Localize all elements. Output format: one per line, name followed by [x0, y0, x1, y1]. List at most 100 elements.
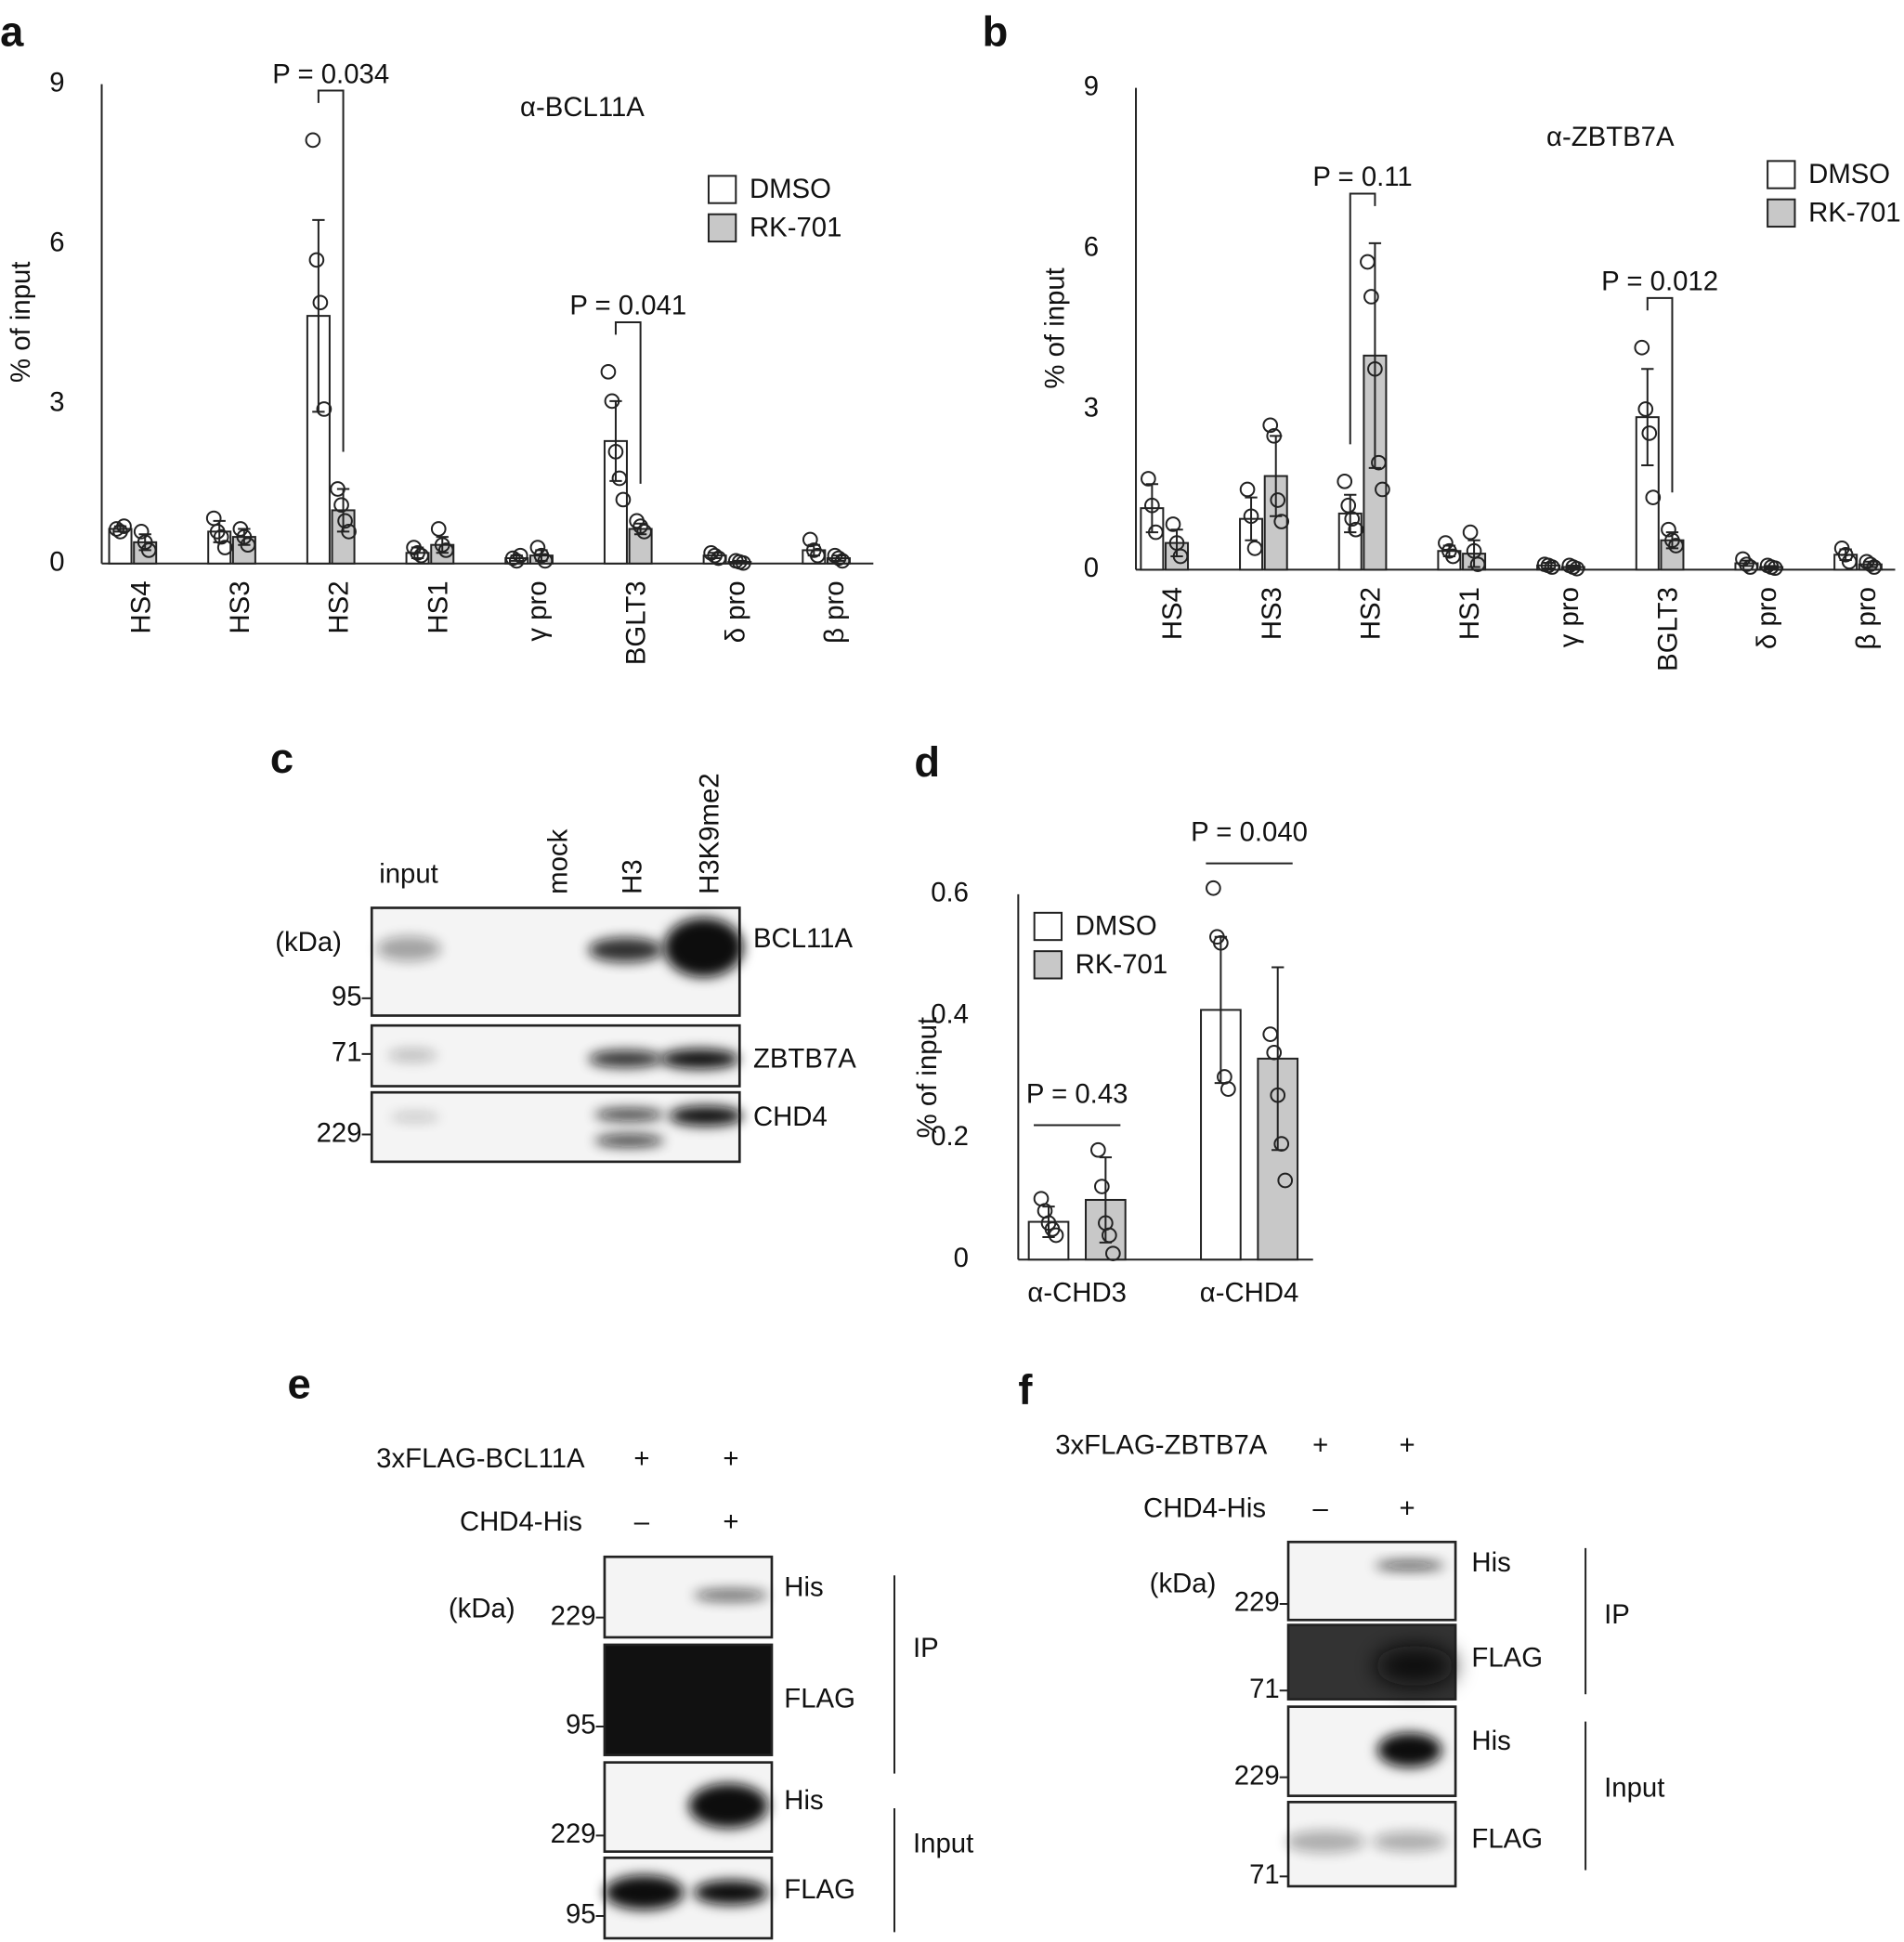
data-point — [611, 470, 628, 487]
legend-label: DMSO — [750, 174, 831, 204]
band — [1377, 1732, 1442, 1767]
x-tick-label: α-CHD4 — [1200, 1277, 1299, 1308]
y-tick-label: 0.4 — [931, 999, 969, 1030]
row-label: His — [784, 1785, 823, 1816]
data-point — [1641, 425, 1658, 441]
condition-label: 3xFLAG-ZBTB7A — [1055, 1429, 1268, 1460]
error-bar — [733, 559, 746, 565]
subtitle: α-BCL11A — [520, 92, 645, 123]
data-point — [316, 401, 333, 417]
data-point — [205, 510, 222, 527]
lane-label: H3 — [618, 859, 648, 894]
legend-swatch — [707, 213, 737, 243]
data-point — [240, 537, 256, 554]
marker-label: 229 — [1234, 1760, 1280, 1791]
unit-label: (kDa) — [449, 1593, 515, 1623]
data-point — [1262, 1026, 1279, 1042]
data-point — [1270, 1087, 1286, 1103]
data-point — [109, 521, 124, 537]
unit-label: (kDa) — [1150, 1569, 1217, 1599]
blot-f: 3xFLAG-ZBTB7A + + CHD4-His – + (kDa) 229… — [1055, 1429, 1664, 1890]
legend-swatch — [1033, 911, 1063, 942]
error-bar — [1765, 565, 1778, 569]
y-tick-label: 6 — [49, 227, 64, 257]
data-point — [1266, 427, 1283, 444]
panel-letter: a — [0, 7, 24, 55]
lane-sign: + — [723, 1443, 738, 1474]
marker-tick — [1279, 1547, 1587, 1878]
data-point — [1144, 497, 1160, 514]
row-label: FLAG — [784, 1684, 855, 1714]
lane-label: mock — [543, 828, 574, 893]
row-label: His — [1471, 1726, 1510, 1756]
data-point — [1363, 289, 1379, 305]
data-point — [1767, 560, 1783, 577]
data-point — [312, 294, 329, 311]
data-point — [529, 540, 546, 555]
y-axis-label: % of input — [912, 1017, 943, 1138]
marker-label: 229 — [551, 1818, 596, 1849]
data-point — [802, 531, 818, 548]
unit-label: (kDa) — [275, 927, 342, 958]
data-point — [1048, 1227, 1064, 1244]
p-value: P = 0.040 — [1191, 816, 1308, 847]
marker-label: 229 — [1234, 1587, 1280, 1618]
blot — [1286, 1540, 1457, 1622]
data-point — [809, 547, 826, 564]
data-point — [305, 132, 321, 149]
data-point — [1645, 489, 1662, 505]
legend-label: DMSO — [1808, 159, 1890, 189]
group-label: Input — [1604, 1773, 1664, 1804]
marker-label: 71 — [1249, 1674, 1280, 1704]
protein-label: ZBTB7A — [753, 1043, 856, 1074]
data-point — [1462, 524, 1479, 541]
x-tick-label: HS1 — [1454, 587, 1485, 640]
data-point — [308, 252, 325, 268]
x-tick-label: α-CHD3 — [1027, 1277, 1127, 1308]
lane-sign: + — [633, 1443, 649, 1474]
data-point — [1172, 548, 1189, 565]
data-point — [830, 550, 847, 567]
data-point — [1239, 481, 1256, 498]
data-point — [707, 547, 723, 564]
bracket — [1646, 296, 1674, 493]
protein-label: BCL11A — [753, 923, 853, 954]
data-point — [735, 554, 751, 571]
data-point — [512, 547, 528, 564]
marker-label: 229 — [551, 1600, 596, 1631]
group-label: IP — [1604, 1599, 1630, 1630]
error-bar — [336, 488, 350, 533]
data-point — [1661, 521, 1676, 538]
blot-e: 3xFLAG-BCL11A + + CHD4-His – + (kDa) 229… — [376, 1443, 973, 1940]
error-bar — [238, 528, 251, 546]
data-point — [236, 528, 253, 545]
data-point — [1266, 1044, 1283, 1061]
x-tick-label: BGLT3 — [1653, 587, 1684, 671]
lane-sign: + — [1400, 1492, 1415, 1523]
data-point — [333, 497, 349, 514]
data-point — [1862, 556, 1879, 573]
y-tick-label: 0 — [1084, 553, 1099, 583]
data-point — [1262, 417, 1279, 434]
data-point — [1348, 521, 1364, 538]
error-bar — [1245, 496, 1258, 541]
y-tick-label: 0.2 — [931, 1121, 969, 1152]
data-point — [116, 518, 132, 534]
condition-label: 3xFLAG-BCL11A — [376, 1443, 585, 1474]
row-label: FLAG — [1471, 1643, 1543, 1674]
row-label: His — [784, 1572, 823, 1603]
legend-label: RK-701 — [750, 212, 841, 242]
band — [659, 1049, 740, 1069]
y-tick-label: 0 — [954, 1243, 969, 1273]
marker-label: 95 — [566, 1710, 596, 1740]
row-label: FLAG — [1471, 1823, 1543, 1854]
data-point — [1105, 1245, 1121, 1261]
data-point — [604, 393, 620, 410]
data-point — [410, 544, 425, 561]
data-point — [1102, 1227, 1117, 1244]
band — [1285, 1830, 1365, 1853]
data-point — [600, 363, 617, 380]
data-point — [1273, 514, 1290, 529]
data-point — [430, 521, 447, 537]
band — [588, 1049, 663, 1068]
